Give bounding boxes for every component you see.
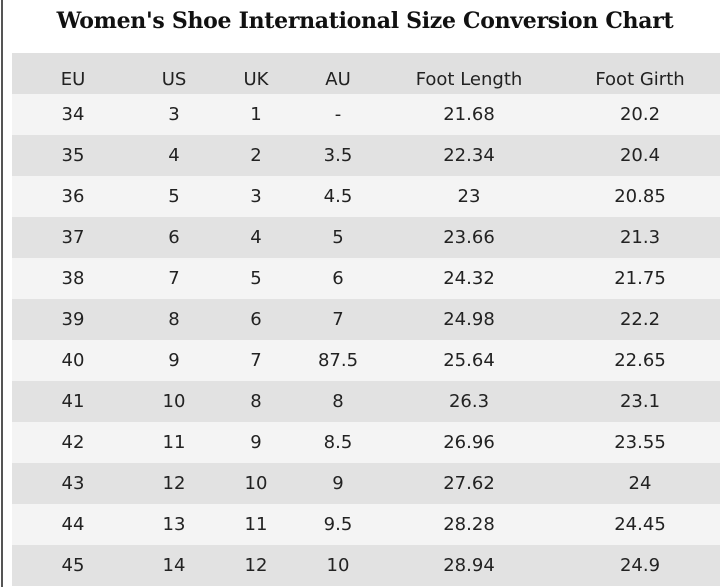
column-header: US	[161, 69, 187, 90]
table-cell: 20.4	[619, 145, 661, 166]
table-row: 35 4 2 3.5 22.34 20.4	[12, 135, 720, 176]
table-cell: 40	[61, 350, 85, 371]
table-cell: 42	[61, 432, 85, 453]
column-header: Foot Length	[415, 69, 523, 90]
table-cell: 3.5	[323, 145, 353, 166]
table-cell: 4	[168, 145, 180, 166]
table-cell: 7	[168, 268, 180, 289]
table-cell: 22.34	[443, 145, 495, 166]
table-cell: 10	[244, 473, 268, 494]
table-cell: 24.32	[443, 268, 495, 289]
table-cell: 44	[61, 514, 85, 535]
table-cell: 24.98	[443, 309, 495, 330]
table-cell: 21.68	[443, 104, 495, 125]
table-cell: 35	[61, 145, 85, 166]
table-cell: 9	[168, 350, 180, 371]
table-cell: 23.66	[443, 227, 495, 248]
table-cell: 8	[332, 391, 344, 412]
table-cell: 24.9	[619, 555, 661, 576]
header-row: EU US UK AU Foot Length Foot Girth	[12, 53, 720, 94]
table-cell: 12	[244, 555, 268, 576]
table-cell: 37	[61, 227, 85, 248]
table-cell: 41	[61, 391, 85, 412]
table-cell: 5	[168, 186, 180, 207]
table-cell: 13	[162, 514, 186, 535]
table-cell: 34	[61, 104, 85, 125]
table-cell: 43	[61, 473, 85, 494]
table-row: 45 14 12 10 28.94 24.9	[12, 545, 720, 586]
table-cell: 1	[250, 104, 262, 125]
table-cell: 21.3	[619, 227, 661, 248]
table-cell: 9	[332, 473, 344, 494]
table-cell: 24	[628, 473, 652, 494]
table-cell: 26.3	[448, 391, 490, 412]
table-cell: 27.62	[443, 473, 495, 494]
table-cell: 4	[250, 227, 262, 248]
table-cell: 6	[332, 268, 344, 289]
table-row: 37 6 4 5 23.66 21.3	[12, 217, 720, 258]
table-cell: 5	[250, 268, 262, 289]
table-cell: 3	[168, 104, 180, 125]
table-cell: 45	[61, 555, 85, 576]
column-header: UK	[243, 69, 269, 90]
table-cell: 4.5	[323, 186, 353, 207]
table-row: 44 13 11 9.5 28.28 24.45	[12, 504, 720, 545]
table-cell: 36	[61, 186, 85, 207]
table-cell: 20.85	[614, 186, 666, 207]
table-cell: 3	[250, 186, 262, 207]
column-header: AU	[325, 69, 351, 90]
table-row: 43 12 10 9 27.62 24	[12, 463, 720, 504]
table-cell: 7	[332, 309, 344, 330]
table-cell: 2	[250, 145, 262, 166]
table-cell: 23	[457, 186, 481, 207]
table-cell: 10	[162, 391, 186, 412]
table-cell: 28.94	[443, 555, 495, 576]
table-cell: 28.28	[443, 514, 495, 535]
table-cell: 8	[250, 391, 262, 412]
table-cell: 12	[162, 473, 186, 494]
table-row: 38 7 5 6 24.32 21.75	[12, 258, 720, 299]
table-row: 40 9 7 87.5 25.64 22.65	[12, 340, 720, 381]
table-cell: 87.5	[317, 350, 359, 371]
table-cell: 22.65	[614, 350, 666, 371]
table-cell: 8.5	[323, 432, 353, 453]
table-cell: 38	[61, 268, 85, 289]
size-table: EU US UK AU Foot Length Foot Girth 34 3 1-21.68…	[12, 53, 720, 586]
column-header: Foot Girth	[595, 69, 685, 90]
table-cell: 9.5	[323, 514, 353, 535]
table-cell: 6	[250, 309, 262, 330]
table-row: 41 10 8 8 26.3 23.1	[12, 381, 720, 422]
table-cell: 21.75	[614, 268, 666, 289]
table-cell: 10	[326, 555, 350, 576]
table-cell: 8	[168, 309, 180, 330]
table-cell: 23.55	[614, 432, 666, 453]
table-row: 42 11 9 8.5 26.96 23.55	[12, 422, 720, 463]
table-cell: 14	[162, 555, 186, 576]
table-cell: 39	[61, 309, 85, 330]
left-border	[1, 0, 3, 587]
table-cell: 11	[244, 514, 268, 535]
table-cell: 7	[250, 350, 262, 371]
table-cell: 23.1	[619, 391, 661, 412]
table-cell: 24.45	[614, 514, 666, 535]
table-row: 34 3 1 - 21.68 20.2	[12, 94, 720, 135]
table-row: 36 5 3 4.5 23 20.85	[12, 176, 720, 217]
table-cell: 6	[168, 227, 180, 248]
table-cell: -	[334, 104, 342, 125]
table-row: 39 8 6 7 24.98 22.2	[12, 299, 720, 340]
table-cell: 26.96	[443, 432, 495, 453]
column-header: EU	[60, 69, 86, 90]
table-cell: 25.64	[443, 350, 495, 371]
table-cell: 22.2	[619, 309, 661, 330]
table-cell: 5	[332, 227, 344, 248]
table-cell: 11	[162, 432, 186, 453]
chart-title: Women's Shoe International Size Conversi…	[56, 8, 674, 34]
table-cell: 9	[250, 432, 262, 453]
table-cell: 20.2	[619, 104, 661, 125]
